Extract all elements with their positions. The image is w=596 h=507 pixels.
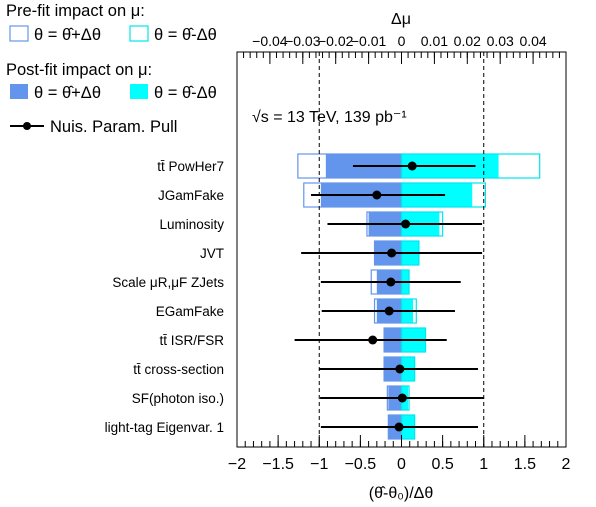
bottom-tick-label: 1.5	[514, 456, 536, 473]
top-tick-label: −0.02	[318, 33, 354, 49]
pull-marker	[395, 365, 404, 374]
legend-pull-marker	[23, 122, 31, 130]
legend-postfit-down-label: θ = θ̂-Δθ	[154, 84, 217, 102]
pull-marker	[368, 336, 377, 345]
top-axis-title: Δμ	[391, 11, 411, 28]
bottom-tick-label: −1	[310, 456, 328, 473]
category-label: SF(photon iso.)	[132, 391, 224, 406]
bottom-tick-label: −0.5	[345, 456, 377, 473]
legend-prefit-title: Pre-fit impact on μ:	[6, 2, 145, 20]
bottom-axis-title: (θ̂-θ₀)/Δθ	[369, 485, 434, 502]
category-label: Scale μR,μF ZJets	[112, 275, 224, 290]
bottom-tick-label: −2	[228, 456, 246, 473]
legend-prefit-up-swatch	[10, 26, 28, 41]
legend-prefit-down-label: θ = θ̂-Δθ	[154, 26, 217, 44]
legend: Pre-fit impact on μ: θ = θ̂+Δθ θ = θ̂-Δθ…	[6, 2, 217, 136]
top-tick-label: 0.01	[421, 33, 448, 49]
pull-marker	[387, 249, 396, 258]
category-label: EGamFake	[156, 304, 224, 319]
top-tick-label: −0.03	[285, 33, 321, 49]
pull-marker	[385, 307, 394, 316]
pull-marker	[372, 191, 381, 200]
legend-prefit-down-swatch	[130, 26, 148, 41]
legend-postfit-up-swatch	[10, 84, 28, 99]
top-tick-label: −0.01	[351, 33, 387, 49]
category-label: JGamFake	[158, 188, 224, 203]
legend-pull-label: Nuis. Param. Pull	[50, 118, 177, 136]
bottom-tick-label: 1	[479, 456, 488, 473]
category-label: tt̄ cross-section	[133, 362, 224, 377]
top-tick-label: −0.04	[252, 33, 288, 49]
top-tick-label: 0.03	[487, 33, 514, 49]
bottom-tick-label: 2	[562, 456, 571, 473]
bottom-tick-label: 0	[397, 456, 406, 473]
legend-postfit-up-label: θ = θ̂+Δθ	[34, 84, 101, 102]
legend-prefit-up-label: θ = θ̂+Δθ	[34, 26, 101, 44]
category-label: Luminosity	[159, 217, 224, 232]
luminosity-label: √s = 13 TeV, 139 pb⁻¹	[252, 109, 407, 126]
category-label: JVT	[200, 246, 224, 261]
pull-marker	[408, 162, 417, 171]
category-label: tt̄ ISR/FSR	[159, 333, 224, 348]
legend-postfit-down-swatch	[130, 84, 148, 99]
top-tick-label: 0.04	[519, 33, 546, 49]
bottom-tick-label: −1.5	[262, 456, 294, 473]
top-tick-label: 0	[398, 33, 406, 49]
top-tick-label: 0.02	[454, 33, 481, 49]
category-label: light-tag Eigenvar. 1	[105, 420, 224, 435]
category-label: tt̄ PowHer7	[157, 159, 224, 174]
bottom-tick-label: 0.5	[432, 456, 454, 473]
legend-postfit-title: Post-fit impact on μ:	[6, 61, 152, 79]
pull-marker	[398, 394, 407, 403]
pull-marker	[395, 423, 404, 432]
pull-marker	[386, 278, 395, 287]
pull-marker	[401, 220, 410, 229]
